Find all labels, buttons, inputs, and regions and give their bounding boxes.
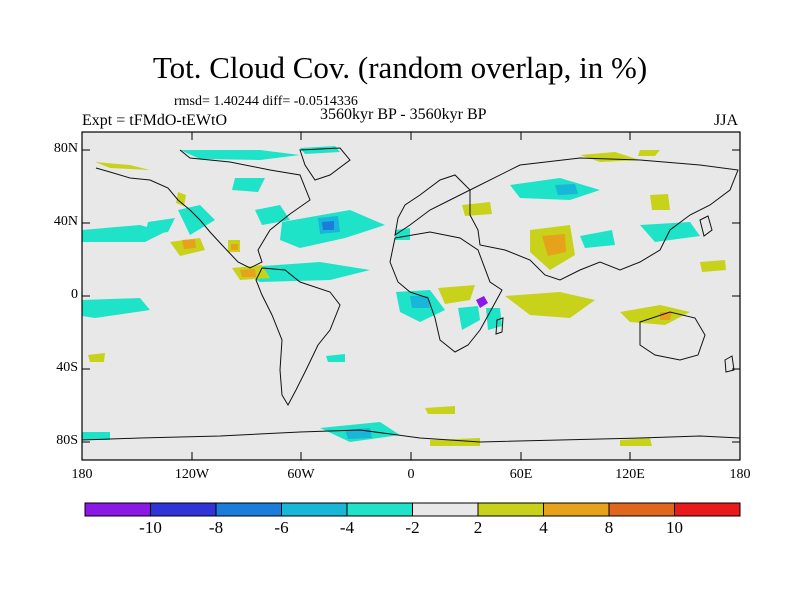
period-label: 3560kyr BP - 3560kyr BP <box>320 106 487 123</box>
colorbar-box <box>150 503 216 516</box>
lon-label-120w: 120W <box>174 467 210 482</box>
anomaly-blob <box>620 438 652 446</box>
colorbar-label: -6 <box>274 518 289 537</box>
colorbar-box <box>609 503 675 516</box>
anomaly-blob <box>510 178 600 200</box>
anomaly-blob <box>176 192 186 206</box>
colorbar-box <box>281 503 347 516</box>
anomaly-blob <box>486 308 502 330</box>
anomaly-blob <box>182 239 196 249</box>
anomaly-layer <box>82 146 726 446</box>
coast-new-zealand <box>724 355 735 373</box>
lon-label-180e: 180 <box>729 467 751 482</box>
lat-label-0: 0 <box>71 287 78 302</box>
colorbar-label: -2 <box>405 518 420 537</box>
anomaly-blob <box>82 225 165 242</box>
anomaly-blob <box>240 269 256 277</box>
anomaly-blob <box>180 150 300 160</box>
colorbar-box <box>674 503 740 516</box>
anomaly-blob <box>88 353 105 362</box>
anomaly-blob <box>438 285 475 304</box>
anomaly-blob <box>326 354 345 362</box>
colorbar-label: 8 <box>604 518 614 537</box>
coast-japan <box>699 215 713 237</box>
anomaly-blob <box>620 305 690 325</box>
anomaly-blob <box>640 222 700 242</box>
coast-antarctica <box>82 429 740 443</box>
colorbar-label: -4 <box>339 518 355 537</box>
lat-label-80s: 80S <box>56 433 78 448</box>
chart-title: Tot. Cloud Cov. (random overlap, in %) <box>152 50 648 85</box>
anomaly-blob <box>82 298 150 318</box>
coast-greenland <box>299 147 351 181</box>
coastlines <box>82 147 740 443</box>
coast-europe <box>394 174 471 237</box>
anomaly-blob <box>555 184 578 195</box>
colorbar-label: -8 <box>208 518 224 537</box>
colorbar <box>84 502 741 517</box>
axis-ticks <box>81 132 741 460</box>
anomaly-blob <box>425 406 455 414</box>
anomaly-blob <box>458 306 480 330</box>
anomaly-blob <box>95 162 150 170</box>
anomaly-blob <box>255 205 290 225</box>
anomaly-blob <box>476 296 488 308</box>
anomaly-blob <box>82 432 110 440</box>
anomaly-blob <box>231 244 238 250</box>
lon-label-60e: 60E <box>509 467 533 482</box>
anomaly-blob <box>505 292 595 318</box>
colorbar-box <box>85 503 151 516</box>
colorbar-box <box>412 503 478 516</box>
season-label: JJA <box>714 112 739 129</box>
coast-africa <box>389 231 503 353</box>
colorbar-box <box>543 503 609 516</box>
experiment-label: Expt = tFMdO-tEWtO <box>82 112 228 129</box>
colorbar-label: -10 <box>139 518 162 537</box>
anomaly-blob <box>542 234 566 256</box>
colorbar-label: 10 <box>666 518 683 537</box>
colorbar-box <box>347 503 413 516</box>
lon-label-60w: 60W <box>287 467 315 482</box>
anomaly-blob <box>410 296 430 308</box>
colorbar-label: 2 <box>473 518 483 537</box>
coast-north-america <box>95 149 311 269</box>
lon-label-120e: 120E <box>615 467 645 482</box>
lat-label-40n: 40N <box>53 214 78 229</box>
colorbar-box <box>478 503 544 516</box>
anomaly-blob <box>580 230 615 248</box>
anomaly-blob <box>638 150 660 156</box>
colorbar-box <box>216 503 282 516</box>
lon-label-180w: 180 <box>71 467 93 482</box>
colorbar-label: 4 <box>539 518 548 537</box>
anomaly-blob <box>232 178 265 192</box>
rmsd-diff-stats: rmsd= 1.40244 diff= -0.0514336 <box>174 94 358 109</box>
anomaly-blob <box>700 260 726 272</box>
lat-label-80n: 80N <box>53 141 78 156</box>
coast-asia <box>469 157 739 281</box>
anomaly-blob <box>322 221 334 230</box>
coast-australia <box>639 311 706 361</box>
lon-label-0: 0 <box>407 467 415 482</box>
coast-madagascar <box>495 317 504 335</box>
anomaly-blob <box>650 194 670 210</box>
coast-south-america <box>255 267 341 407</box>
lat-label-40s: 40S <box>56 360 78 375</box>
anomaly-blob <box>178 205 215 235</box>
